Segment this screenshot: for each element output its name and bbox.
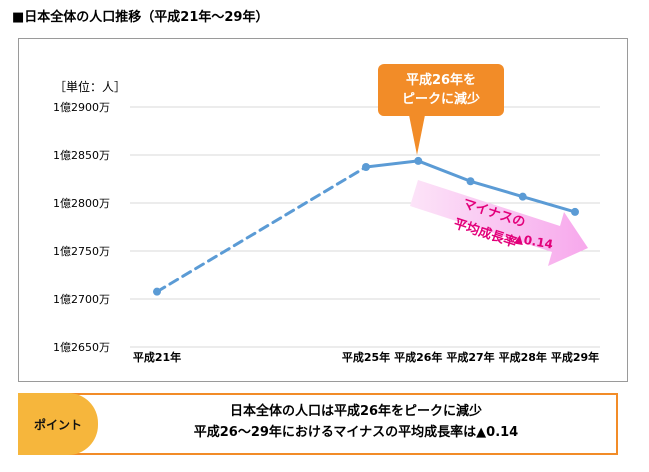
peak-callout-line-2: ピークに減少: [401, 92, 480, 107]
chart-frame: [18, 38, 628, 382]
point-line-1: 日本全体の人口は平成26年をピークに減少: [229, 404, 483, 419]
data-point: [466, 177, 475, 186]
data-point: [362, 163, 370, 172]
x-tick-label: 平成21年: [133, 350, 181, 364]
data-point: [153, 287, 161, 296]
peak-callout: 平成26年を ピークに減少: [378, 64, 504, 116]
series-segment: [469, 179, 525, 199]
x-tick-label: 平成25年: [342, 350, 390, 364]
series-segment: [364, 159, 420, 169]
y-tick-label: 1億2750万: [53, 245, 110, 258]
point-panel: ポイント 日本全体の人口は平成26年をピークに減少 平成26～29年におけるマイ…: [18, 393, 618, 455]
data-point: [518, 192, 527, 201]
decline-value-label: ▲0.14: [513, 231, 554, 252]
data-point: [571, 207, 579, 216]
y-tick-label: 1億2800万: [53, 197, 110, 210]
decline-arrow-shape: [410, 180, 588, 266]
peak-callout-line-1: 平成26年を: [405, 73, 477, 88]
point-line-2: 平成26～29年におけるマイナスの平均成長率は▲0.14: [193, 425, 519, 440]
data-point: [414, 156, 423, 165]
unit-label: ［単位：人］: [54, 79, 126, 94]
series-segment: [416, 159, 472, 183]
series-segment: [521, 195, 577, 214]
peak-callout-pointer: [409, 115, 425, 155]
y-tick-label: 1億2850万: [53, 149, 110, 162]
y-tick-label: 1億2900万: [53, 101, 110, 114]
series-segment-dashed: [155, 165, 368, 294]
x-tick-label: 平成29年: [551, 350, 599, 364]
page-title: ■日本全体の人口推移（平成21年～29年）: [12, 10, 269, 25]
x-tick-label: 平成28年: [499, 350, 547, 364]
x-tick-label: 平成27年: [446, 350, 494, 364]
point-tag: ポイント: [18, 393, 98, 455]
y-tick-label: 1億2700万: [53, 293, 110, 306]
x-tick-label: 平成26年: [394, 350, 442, 364]
y-tick-label: 1億2650万: [53, 341, 110, 354]
point-text: 日本全体の人口は平成26年をピークに減少 平成26～29年におけるマイナスの平均…: [106, 401, 606, 443]
